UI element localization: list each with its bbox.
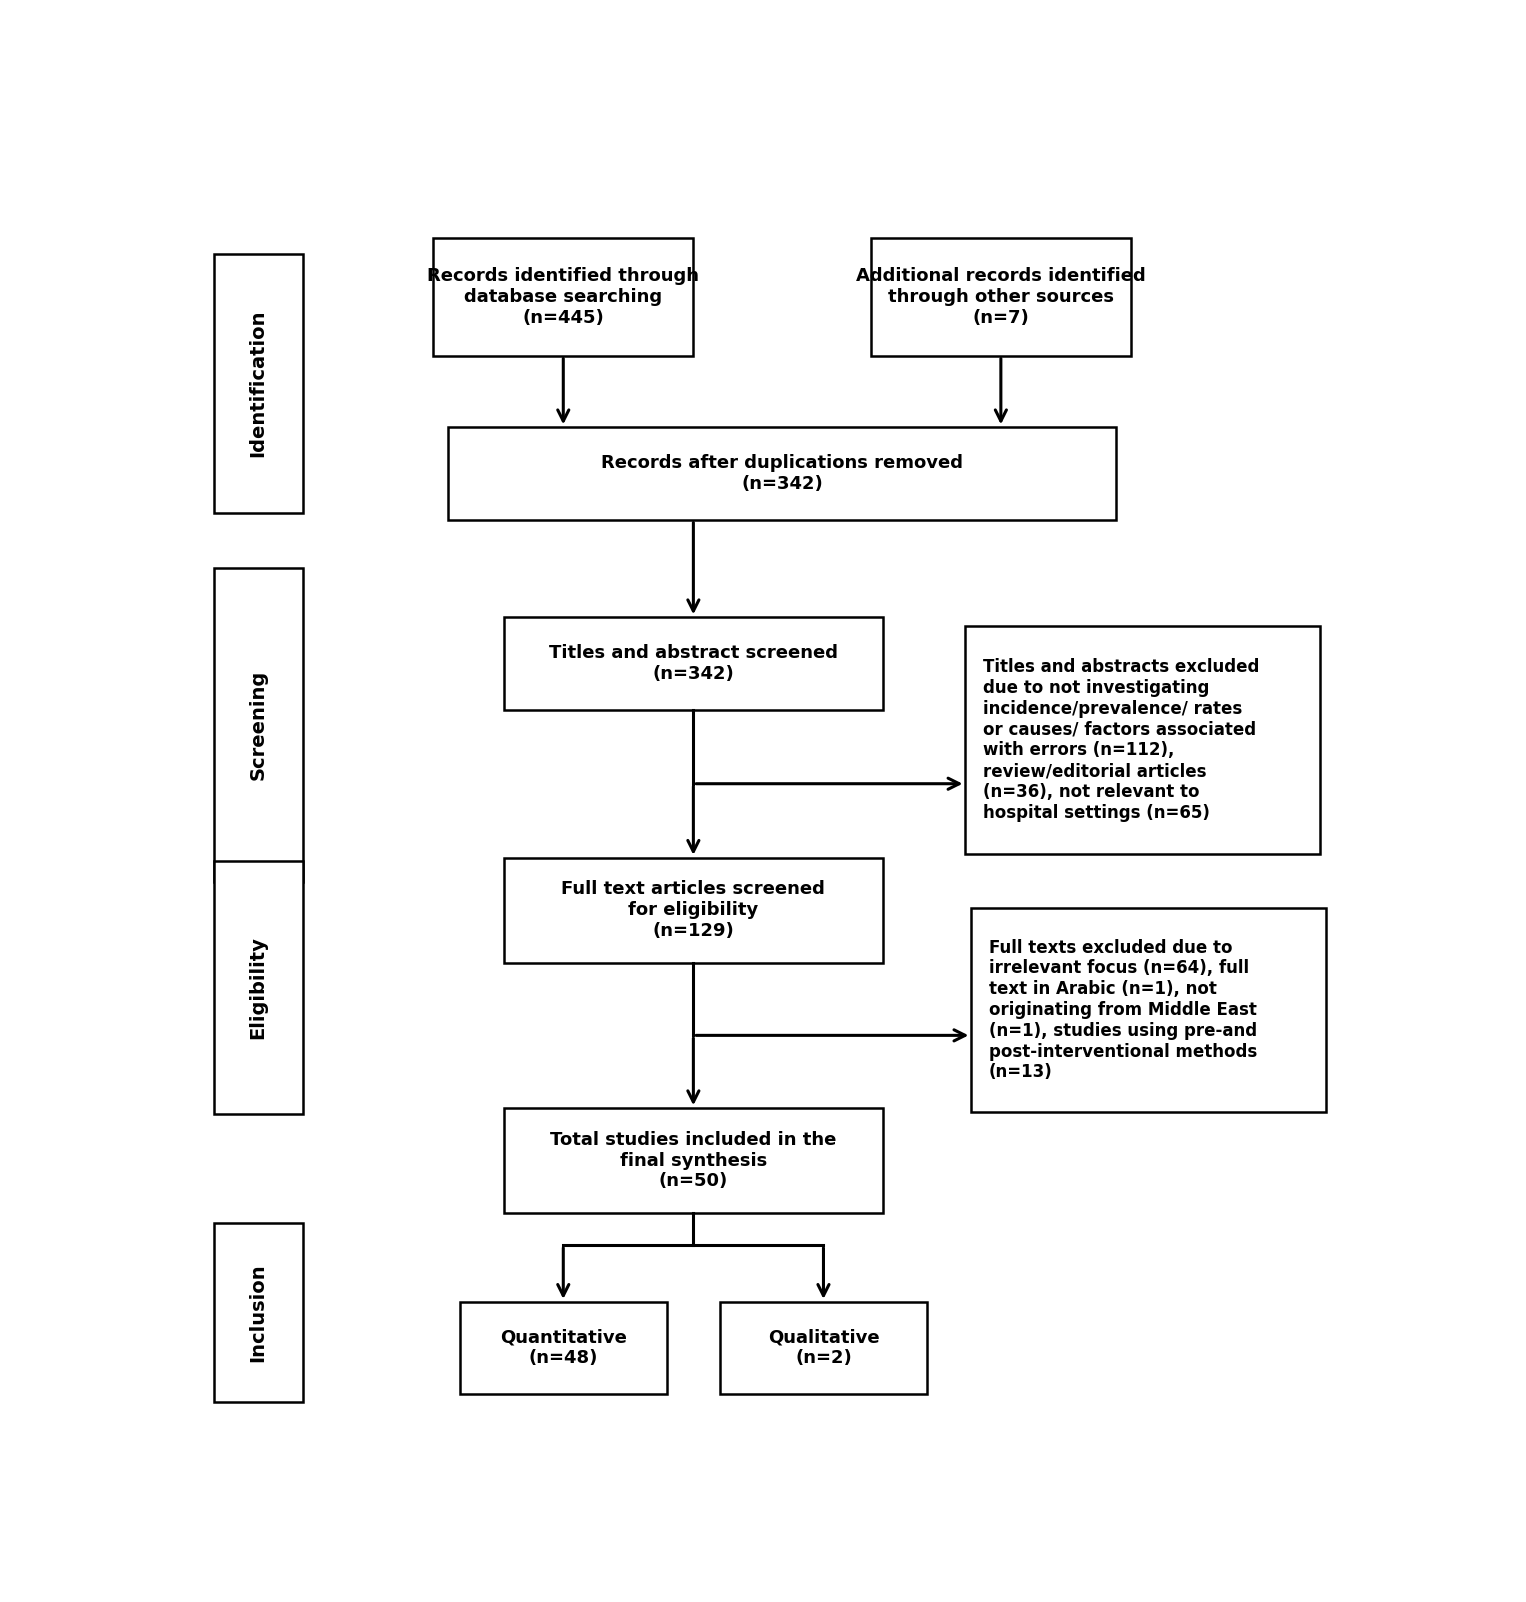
Text: Inclusion: Inclusion <box>249 1262 267 1362</box>
Text: Titles and abstract screened
(n=342): Titles and abstract screened (n=342) <box>549 644 838 682</box>
Text: Additional records identified
through other sources
(n=7): Additional records identified through ot… <box>856 268 1146 327</box>
Text: Full texts excluded due to
irrelevant focus (n=64), full
text in Arabic (n=1), n: Full texts excluded due to irrelevant fo… <box>989 939 1257 1081</box>
Text: Identification: Identification <box>249 309 267 457</box>
Bar <box>214 567 302 883</box>
Text: Titles and abstracts excluded
due to not investigating
incidence/prevalence/ rat: Titles and abstracts excluded due to not… <box>983 658 1259 822</box>
Bar <box>459 1302 667 1394</box>
Text: Screening: Screening <box>249 670 267 780</box>
Text: Qualitative
(n=2): Qualitative (n=2) <box>768 1328 879 1368</box>
Bar <box>214 862 302 1115</box>
Text: Records identified through
database searching
(n=445): Records identified through database sear… <box>427 268 699 327</box>
Text: Full text articles screened
for eligibility
(n=129): Full text articles screened for eligibil… <box>562 881 826 940</box>
Bar <box>449 428 1116 519</box>
Bar <box>720 1302 926 1394</box>
Bar <box>214 1222 302 1402</box>
Bar <box>504 857 882 963</box>
Text: Total studies included in the
final synthesis
(n=50): Total studies included in the final synt… <box>551 1131 836 1190</box>
Bar <box>972 908 1326 1112</box>
Bar <box>504 1109 882 1213</box>
Text: Records after duplications removed
(n=342): Records after duplications removed (n=34… <box>601 453 963 493</box>
Bar <box>433 239 693 356</box>
Text: Eligibility: Eligibility <box>249 937 267 1040</box>
Text: Quantitative
(n=48): Quantitative (n=48) <box>501 1328 627 1368</box>
Bar <box>504 617 882 710</box>
Bar <box>871 239 1131 356</box>
Bar <box>966 626 1320 854</box>
Bar <box>214 255 302 513</box>
